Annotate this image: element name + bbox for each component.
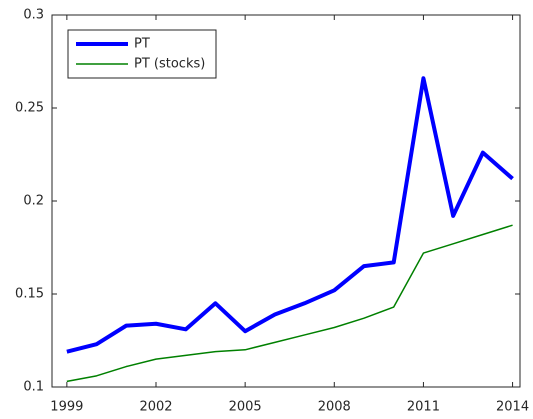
y-tick-label: 0.2 [23, 194, 44, 209]
y-tick-label: 0.15 [15, 287, 44, 302]
series-line [66, 76, 514, 354]
x-tick-label: 2005 [229, 400, 262, 415]
y-tick-label: 0.3 [23, 8, 44, 23]
x-tick-label: 2011 [407, 400, 440, 415]
x-tick-label: 2008 [318, 400, 351, 415]
series-line [66, 224, 513, 383]
x-tick-label: 2014 [496, 400, 529, 415]
y-tick-label: 0.25 [15, 101, 44, 116]
legend-label: PT [134, 37, 150, 52]
x-tick-label: 2002 [139, 400, 172, 415]
legend-label: PT (stocks) [134, 57, 205, 72]
x-tick-label: 1999 [50, 400, 83, 415]
y-tick-label: 0.1 [23, 380, 44, 395]
legend-box [67, 29, 217, 79]
